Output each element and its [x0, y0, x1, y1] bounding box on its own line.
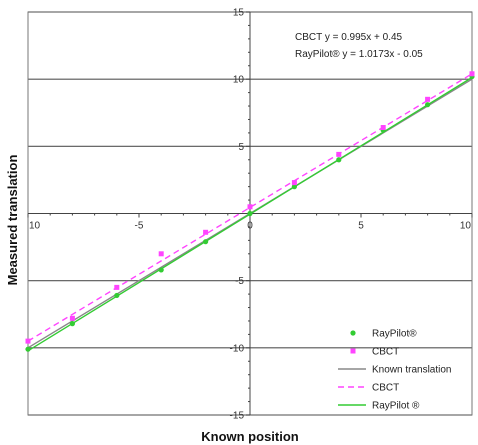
point-1-2 [114, 284, 120, 290]
x-tick-label: -5 [135, 221, 144, 232]
point-0-6 [291, 184, 297, 190]
point-0-2 [114, 292, 120, 299]
y-tick-label: 5 [238, 142, 244, 153]
y-tick-label: 10 [233, 75, 245, 86]
legend-item-0: RayPilot® [350, 329, 417, 340]
legend-label: Known translation [372, 365, 452, 376]
point-0-3 [158, 267, 164, 273]
point-0-1 [69, 321, 75, 327]
point-1-7 [336, 151, 342, 157]
legend-item-2: Known translation [338, 365, 452, 376]
point-1-4 [203, 229, 209, 235]
y-tick-label: -5 [235, 276, 244, 287]
point-0-4 [203, 239, 209, 245]
legend-marker-square [350, 348, 356, 354]
point-0-7 [336, 157, 342, 163]
x-tick-label: 10 [460, 221, 472, 232]
legend-item-1: CBCT [350, 347, 399, 358]
series-line-1 [27, 73, 473, 342]
equation-raypilot: RayPilot® y = 1.0173x - 0.05 [295, 49, 423, 60]
legend-marker-circle [350, 330, 356, 336]
equation-cbct: CBCT y = 0.995x + 0.45 [295, 32, 403, 43]
x-tick-label: 0 [247, 221, 253, 232]
legend-label: RayPilot ® [372, 401, 420, 412]
legend-label: CBCT [372, 383, 399, 394]
y-tick-label: 15 [233, 8, 245, 19]
tick-labels: -15 -10 -5 5 10 15 10 -5 0 5 10 [29, 8, 471, 422]
legend: RayPilot® CBCT Known translation CBCT RayPil… [338, 329, 452, 412]
point-0-5 [247, 210, 253, 217]
legend-item-4: RayPilot ® [338, 401, 420, 412]
x-axis-title: Known position [201, 429, 299, 444]
x-tick-label: 5 [358, 221, 364, 232]
point-1-9 [425, 96, 431, 102]
point-0-0 [25, 346, 31, 352]
y-axis-title: Measured translation [5, 155, 20, 286]
point-1-1 [69, 315, 75, 321]
point-1-5 [247, 204, 253, 210]
point-1-6 [291, 180, 297, 186]
legend-label: RayPilot® [372, 329, 417, 340]
x-tick-label: 10 [29, 221, 41, 232]
point-1-3 [158, 251, 164, 257]
point-1-0 [25, 338, 31, 344]
legend-item-3: CBCT [338, 383, 399, 394]
point-0-9 [425, 102, 431, 108]
y-tick-label: -15 [230, 411, 245, 422]
point-1-10 [469, 71, 475, 77]
y-tick-label: -10 [230, 343, 245, 354]
legend-label: CBCT [372, 347, 399, 358]
point-1-8 [380, 125, 386, 131]
data-points [25, 71, 475, 352]
